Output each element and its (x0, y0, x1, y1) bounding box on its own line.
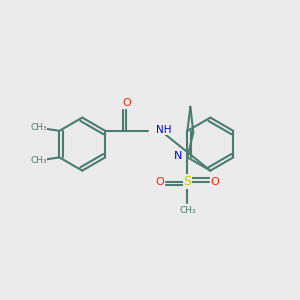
Text: N: N (174, 151, 182, 161)
Text: CH₃: CH₃ (30, 123, 47, 132)
Text: O: O (155, 176, 164, 187)
Text: O: O (122, 98, 131, 108)
Text: O: O (211, 176, 220, 187)
Text: CH₃: CH₃ (30, 156, 47, 165)
Text: S: S (183, 175, 191, 188)
Text: NH: NH (156, 125, 171, 135)
Text: CH₃: CH₃ (179, 206, 196, 215)
